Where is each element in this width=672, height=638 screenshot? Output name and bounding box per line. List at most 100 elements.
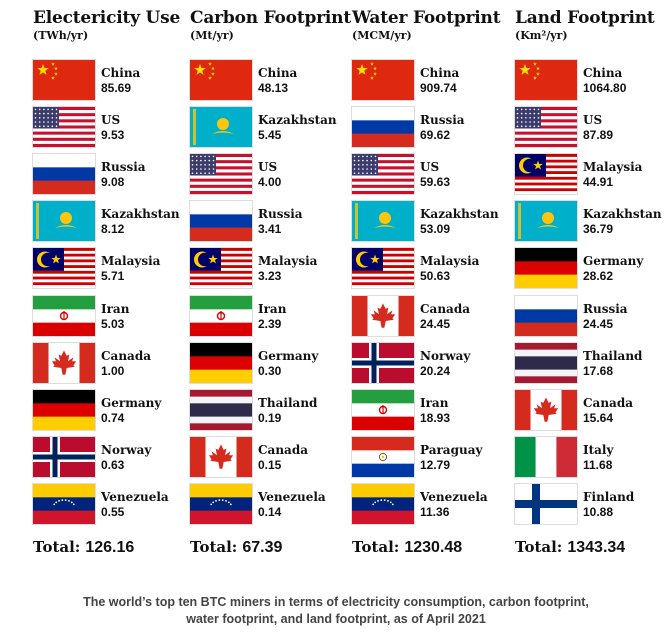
data-label: 11.68 [583,457,613,472]
country-name: Norway [101,442,152,457]
total-label: Total: [352,538,400,556]
data-label: 9.08 [101,175,125,190]
table-row: Iran 18.93 [352,389,502,430]
country-name: Russia [583,301,628,316]
total-value: 1230.48 [404,539,463,556]
country-name: China [101,66,141,80]
data-label: 0.19 [258,410,282,425]
us-flag-icon [33,107,95,148]
column-3: Water Footprint (MCM/yr) [352,8,512,42]
russia-flag-icon [190,201,252,242]
table-row: Canada 1.00 [33,342,183,383]
data-label: 1064.80 [583,81,627,95]
data-label: 0.14 [258,504,282,519]
data-label: 2.39 [258,316,282,331]
data-label: 17.68 [583,363,614,378]
malaysia-flag-icon [33,248,95,289]
data-label: 0.30 [258,363,282,378]
table-row: Germany 28.62 [515,248,665,289]
table-row: Paraguay 12.79 [352,436,502,477]
table-row: Germany 0.74 [33,389,183,430]
data-label: 44.91 [583,175,614,190]
data-label: 28.62 [583,269,614,284]
table-row: Russia 3.41 [190,201,340,242]
table-row: Venezuela 11.36 [352,483,502,524]
table-row: Kazakhstan 36.79 [515,201,665,242]
iran-flag-icon [190,295,252,336]
column-4: Land Footprint (Km²/yr) [515,8,672,42]
malaysia-flag-icon [352,248,414,289]
column-title: Water Footprint [352,8,501,28]
table-row: China 48.13 [190,60,340,100]
malaysia-flag-icon [515,154,577,195]
table-row: Thailand 17.68 [515,342,665,383]
column-1: Electericity Use (TWh/yr) [33,8,193,42]
table-row: China 909.74 [352,60,502,100]
table-row: Norway 0.63 [33,436,183,477]
data-label: 87.89 [583,128,614,143]
total-value: 67.39 [242,539,283,556]
data-label: 20.24 [420,363,451,378]
data-label: 59.63 [420,175,451,190]
germany-flag-icon [33,389,95,430]
data-label: 8.12 [101,222,125,237]
total-label: Total: [515,538,563,556]
table-row: Canada 24.45 [352,295,502,336]
table-row: US 87.89 [515,107,665,148]
kazakhstan-flag-icon [190,107,252,148]
norway-flag-icon [352,342,414,383]
country-name: US [420,160,440,175]
venezuela-flag-icon [352,483,414,524]
table-row: Italy 11.68 [515,436,665,477]
table-row: Malaysia 44.91 [515,154,665,195]
country-name: China [583,66,623,80]
country-name: Canada [258,442,308,457]
country-name: Malaysia [101,254,161,269]
norway-flag-icon [33,436,95,477]
total-value: 126.16 [85,539,135,556]
data-label: 0.55 [101,504,125,519]
data-label: 48.13 [258,81,289,95]
table-row: Thailand 0.19 [190,389,340,430]
country-name: Thailand [583,348,643,363]
table-row: Iran 5.03 [33,295,183,336]
table-row: Norway 20.24 [352,342,502,383]
thailand-flag-icon [515,342,577,383]
country-name: Venezuela [101,489,169,504]
table-row: Canada 15.64 [515,389,665,430]
germany-flag-icon [190,342,252,383]
russia-flag-icon [352,107,414,148]
total-label: Total: [190,538,238,556]
column-total: Total: 1343.34 [515,538,625,557]
column-total: Total: 126.16 [33,538,134,557]
country-name: Russia [258,207,303,222]
data-label: 0.15 [258,457,282,472]
data-label: 0.74 [101,410,125,425]
data-label: 11.36 [420,504,450,519]
data-label: 3.23 [258,269,282,284]
country-name: Russia [101,160,146,175]
russia-flag-icon [515,295,577,336]
data-label: 5.71 [101,269,125,284]
country-name: Italy [583,442,614,457]
country-name: Kazakhstan [583,207,662,222]
column-unit: (MCM/yr) [352,29,412,42]
country-name: Malaysia [583,160,643,175]
country-name: Finland [583,489,635,504]
table-row: Malaysia 5.71 [33,248,183,289]
data-label: 1.00 [101,363,125,378]
country-name: Malaysia [420,254,480,269]
data-label: 24.45 [420,316,451,331]
country-name: Iran [420,395,449,410]
germany-flag-icon [515,248,577,289]
table-row: US 4.00 [190,154,340,195]
country-name: Norway [420,348,471,363]
country-name: Malaysia [258,254,318,269]
table-row: US 59.63 [352,154,502,195]
column-total: Total: 67.39 [190,538,282,557]
venezuela-flag-icon [33,483,95,524]
canada-flag-icon [515,389,577,430]
column-title: Land Footprint [515,8,655,28]
data-label: 12.79 [420,457,451,472]
country-name: Canada [420,301,470,316]
